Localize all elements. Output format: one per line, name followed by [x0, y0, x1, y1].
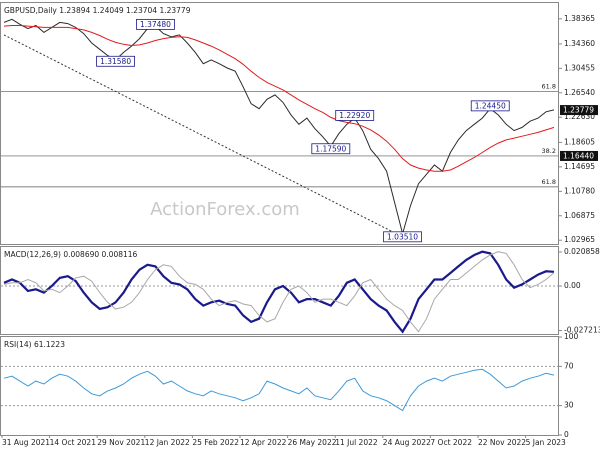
annotation-box	[335, 110, 375, 121]
macd-panel	[0, 246, 559, 335]
x-tick-label: 26 May 2022	[288, 438, 337, 447]
series-line	[3, 368, 555, 412]
y-tick-label: 1.26540	[564, 88, 595, 97]
x-tick-label: 29 Nov 2021	[97, 438, 145, 447]
annotation-label: 1.31580	[100, 57, 131, 66]
annotation-label: 1.03510	[387, 232, 418, 241]
x-tick-label: 12 Jan 2022	[145, 438, 190, 447]
y-tick-label: 1.14695	[564, 162, 595, 171]
series-line	[3, 251, 555, 333]
annotation-box	[470, 100, 510, 112]
price-tag-label: 1.16440	[563, 151, 594, 160]
rsi-panel	[0, 336, 559, 436]
x-tick-label: 24 Aug 2022	[383, 438, 431, 447]
series-line	[3, 250, 555, 334]
annotation-label: 1.24450	[475, 101, 506, 110]
y-tick-label: 1.30455	[564, 63, 595, 72]
y-tick-label: 70	[564, 361, 574, 370]
annotation-label: 1.17590	[315, 144, 346, 153]
price-tag-label: 1.23779	[563, 106, 594, 115]
annotation-label: 1.22920	[339, 111, 370, 120]
y-tick-label: 1.18605	[564, 137, 595, 146]
y-tick-label: 1.02965	[564, 235, 595, 244]
x-tick-label: 25 Feb 2022	[192, 438, 239, 447]
annotation-box	[311, 143, 351, 155]
y-tick-label: 1.38365	[564, 14, 595, 23]
annotation-box	[96, 55, 135, 67]
watermark: ActionForex.com	[150, 199, 300, 220]
x-tick-label: 5 Jan 2023	[526, 438, 566, 447]
x-tick-label: 11 Jul 2022	[335, 438, 378, 447]
x-tick-label: 14 Oct 2021	[50, 438, 97, 447]
y-tick-label: 0.00	[564, 281, 581, 290]
series-line	[3, 18, 555, 236]
y-tick-label: 30	[564, 401, 574, 410]
annotation-box	[136, 18, 175, 30]
panel-title: RSI(14) 61.1223	[4, 340, 65, 349]
x-tick-label: 7 Oct 2022	[430, 438, 472, 447]
y-tick-label: 0	[564, 430, 569, 439]
y-tick-label: 1.06875	[564, 211, 595, 220]
panel-title: MACD(12,26,9) 0.008690 0.008116	[4, 250, 138, 259]
level-label: 38.2	[542, 147, 556, 155]
x-tick-label: 22 Nov 2022	[478, 438, 526, 447]
y-tick-label: 0.020858	[564, 247, 600, 256]
price-tag	[560, 105, 598, 116]
y-tick-label: 1.22630	[564, 112, 595, 121]
y-tick-label: -0.027213	[564, 325, 600, 334]
level-label: 61.8	[542, 82, 556, 90]
price-panel	[0, 2, 559, 245]
x-tick-label: 31 Aug 2021	[2, 438, 50, 447]
y-tick-label: 1.10780	[564, 186, 595, 195]
y-tick-label: 1.34360	[564, 39, 595, 48]
x-tick-label: 12 Apr 2022	[240, 438, 287, 447]
level-label: 61.8	[542, 178, 556, 186]
series-line	[3, 25, 555, 172]
annotation-label: 1.37480	[140, 20, 171, 29]
price-tag	[560, 150, 598, 161]
panel-title: GBPUSD,Daily 1.23894 1.24049 1.23704 1.2…	[4, 6, 191, 15]
trend-line	[3, 34, 403, 238]
y-tick-label: 100	[564, 332, 579, 341]
annotation-box	[383, 231, 422, 243]
